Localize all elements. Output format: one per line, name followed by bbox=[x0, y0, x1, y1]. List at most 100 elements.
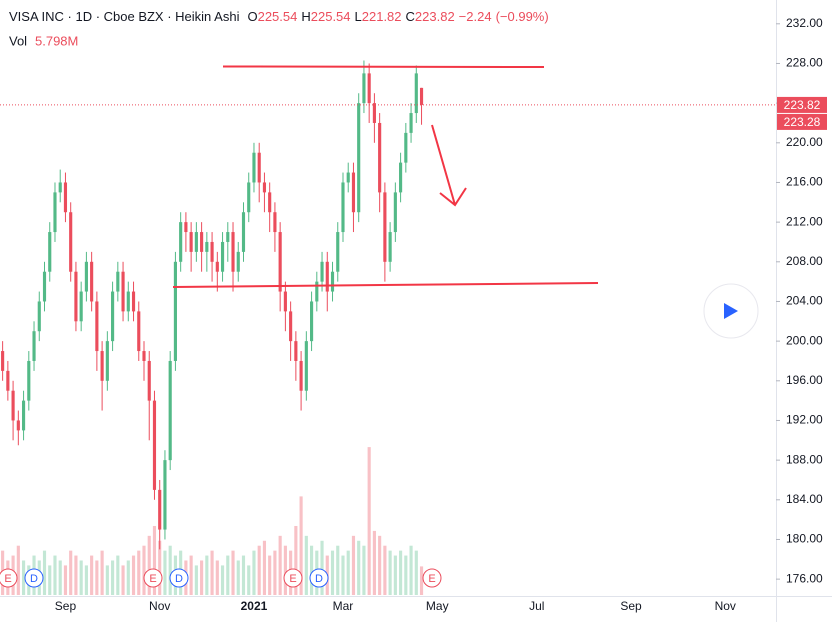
candle-body bbox=[262, 182, 267, 193]
volume-bar bbox=[273, 550, 277, 595]
event-marker bbox=[143, 568, 163, 588]
x-tick-label: Mar bbox=[333, 599, 354, 613]
y-tick-label: 232.00 bbox=[786, 16, 823, 30]
candle-body bbox=[393, 192, 397, 233]
volume-bar bbox=[58, 560, 62, 595]
volume-bar bbox=[346, 550, 350, 595]
candle-body bbox=[257, 152, 261, 183]
volume-bar bbox=[21, 560, 26, 595]
event-label: E bbox=[149, 573, 156, 585]
volume-bar bbox=[262, 540, 267, 595]
candle-body bbox=[310, 301, 314, 342]
volume-value: 5.798M bbox=[35, 33, 78, 48]
candle-body bbox=[231, 232, 235, 272]
candle-body bbox=[378, 122, 382, 193]
candle-body bbox=[53, 192, 57, 233]
volume-bar bbox=[48, 565, 52, 595]
volume-bar bbox=[158, 540, 162, 595]
candle-body bbox=[383, 192, 387, 262]
candle-body bbox=[351, 172, 356, 213]
legend-item: (−0.99%) bbox=[496, 9, 549, 24]
price-badge-label: 223.28 bbox=[784, 115, 821, 129]
candle-body bbox=[121, 271, 125, 312]
volume-bar bbox=[378, 535, 382, 595]
volume-bar bbox=[53, 555, 57, 595]
candle-body bbox=[163, 460, 167, 530]
candle-body bbox=[268, 192, 272, 213]
legend-item: H bbox=[301, 9, 310, 24]
volume-bar bbox=[357, 540, 361, 595]
volume-bar bbox=[126, 560, 130, 595]
volume-bar bbox=[147, 535, 151, 595]
candle-body bbox=[16, 420, 20, 431]
y-tick-label: 228.00 bbox=[786, 56, 823, 70]
volume-bar bbox=[304, 535, 308, 595]
candle-body bbox=[168, 360, 172, 461]
candle-body bbox=[105, 341, 109, 381]
candle-body bbox=[241, 212, 246, 252]
candle-body bbox=[388, 232, 392, 262]
volume-bar bbox=[383, 545, 387, 595]
candle-body bbox=[84, 261, 88, 292]
candle-body bbox=[372, 103, 376, 123]
event-marker bbox=[283, 568, 303, 588]
event-marker bbox=[309, 568, 329, 588]
candle-body bbox=[116, 271, 120, 292]
volume-bar bbox=[168, 545, 172, 595]
legend-item: 223.82 bbox=[415, 9, 455, 24]
candle-body bbox=[294, 341, 298, 361]
volume-bar bbox=[362, 545, 366, 595]
volume-bar bbox=[90, 555, 94, 595]
volume-bar bbox=[336, 545, 340, 595]
volume-bar bbox=[278, 535, 282, 595]
volume-bar bbox=[121, 565, 125, 595]
volume-bar bbox=[367, 447, 371, 595]
x-tick-label: Sep bbox=[55, 599, 77, 613]
event-marker bbox=[422, 568, 442, 588]
volume-bar bbox=[341, 555, 345, 595]
volume-bar bbox=[220, 565, 225, 595]
volume-bar bbox=[116, 555, 120, 595]
candle-body bbox=[414, 73, 418, 114]
candle-body bbox=[200, 232, 204, 252]
volume-bar bbox=[388, 550, 392, 595]
candle-body bbox=[341, 182, 345, 233]
legend-item: 221.82 bbox=[362, 9, 402, 24]
candle-body bbox=[210, 241, 214, 262]
candle-body bbox=[21, 400, 26, 431]
x-tick-label: Nov bbox=[149, 599, 170, 613]
y-tick-label: 212.00 bbox=[786, 214, 823, 228]
candle-body bbox=[48, 232, 52, 272]
candle-body bbox=[325, 261, 329, 292]
candle-body bbox=[173, 261, 177, 361]
candle-body bbox=[27, 360, 31, 401]
candle-body bbox=[346, 172, 350, 183]
candle-body bbox=[289, 311, 293, 342]
candle-body bbox=[226, 232, 230, 242]
volume-bar bbox=[231, 550, 235, 595]
volume-bar bbox=[241, 555, 246, 595]
volume-bar bbox=[74, 555, 78, 595]
volume-bar bbox=[210, 550, 214, 595]
plot bbox=[1, 60, 424, 595]
candle-body bbox=[194, 232, 198, 252]
candle-body bbox=[147, 360, 151, 401]
volume-bar bbox=[95, 560, 99, 595]
candle-body bbox=[179, 222, 183, 262]
volume-bar bbox=[69, 550, 73, 595]
volume-bar bbox=[200, 560, 204, 595]
volume-bar bbox=[137, 550, 141, 595]
volume-bar bbox=[226, 555, 230, 595]
legend-item: 225.54 bbox=[258, 9, 298, 24]
y-tick-label: 220.00 bbox=[786, 135, 823, 149]
event-label: E bbox=[289, 573, 296, 585]
candle-body bbox=[419, 87, 424, 105]
volume-bar bbox=[100, 550, 104, 595]
y-tick-label: 184.00 bbox=[786, 492, 823, 506]
price-badge bbox=[777, 96, 827, 113]
candle-body bbox=[158, 489, 162, 530]
candle-body bbox=[304, 341, 308, 391]
volume-bar bbox=[84, 565, 88, 595]
y-tick-label: 216.00 bbox=[786, 175, 823, 189]
